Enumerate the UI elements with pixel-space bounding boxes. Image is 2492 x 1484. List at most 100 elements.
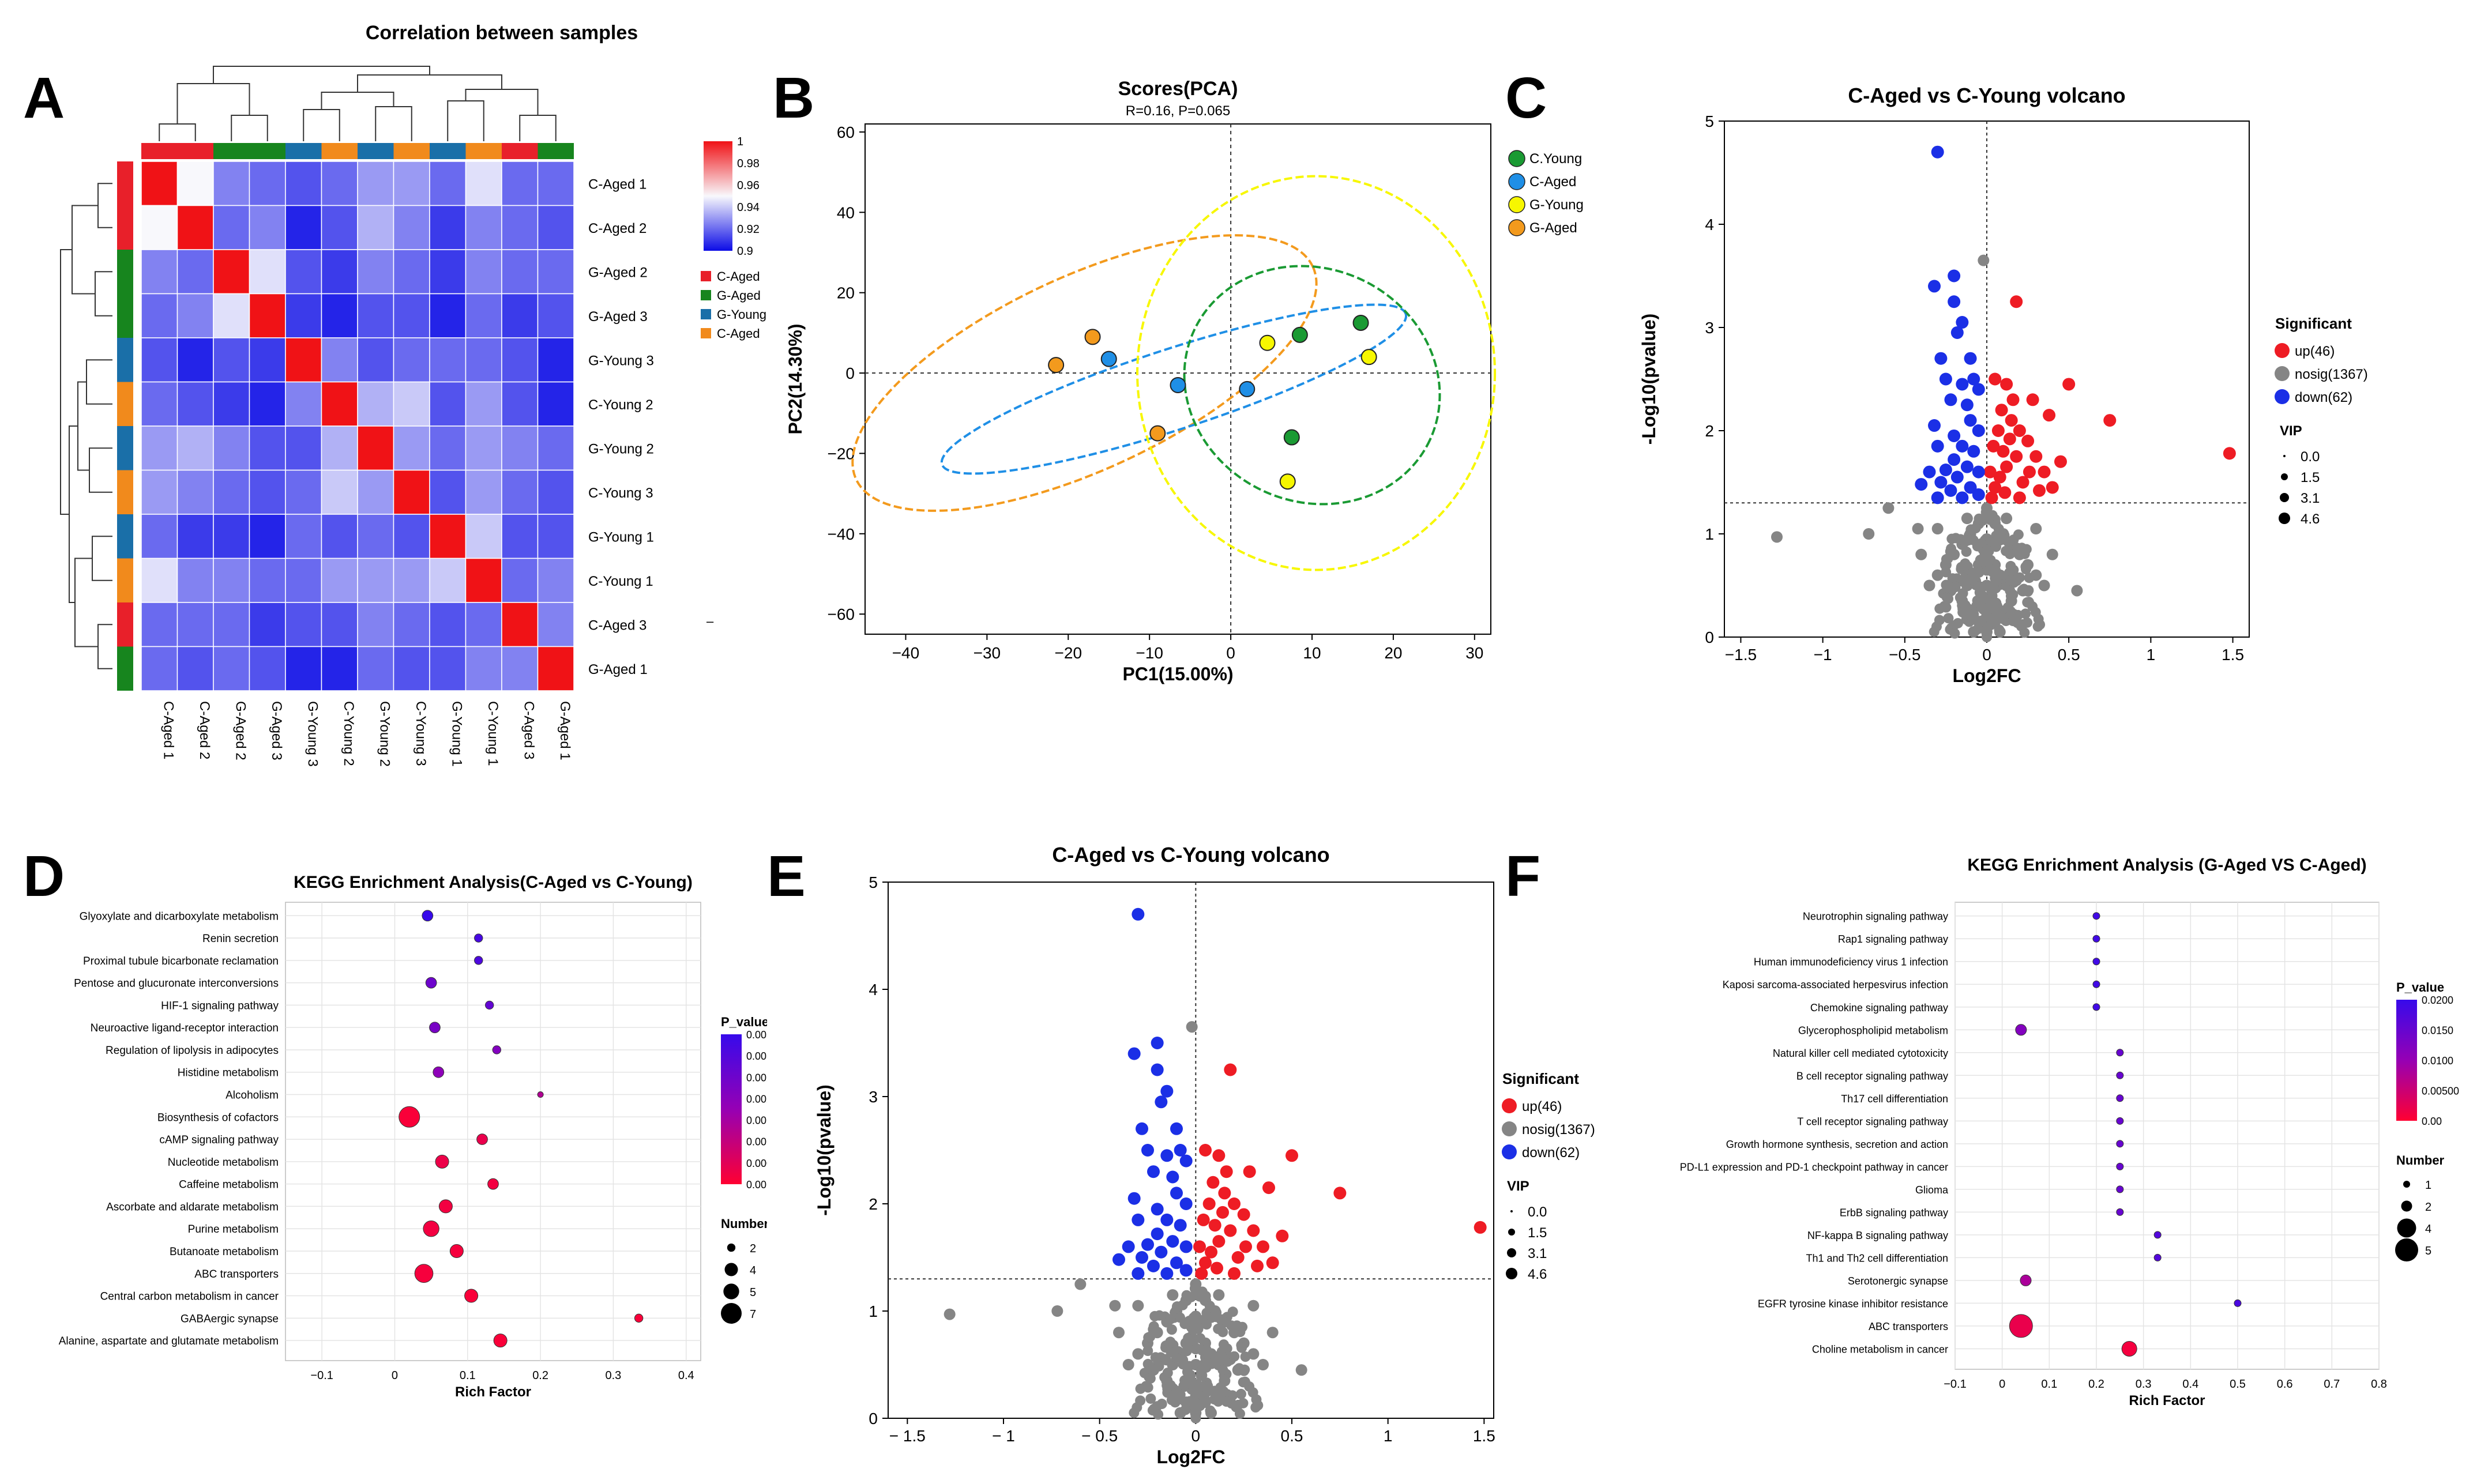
nosig-point — [1941, 567, 1952, 578]
nosig-point — [1963, 609, 1974, 620]
heatmap-cell — [285, 205, 322, 250]
heatmap-cell — [213, 381, 250, 427]
vip-label: 4.6 — [2301, 511, 2320, 527]
up-point — [1216, 1206, 1229, 1219]
heatmap-cell — [501, 205, 539, 250]
number-legend-label: 1 — [2425, 1179, 2431, 1192]
nosig-point — [2012, 543, 2023, 553]
nosig-point — [1226, 1320, 1237, 1331]
y-axis-label: -Log10(pvalue) — [1638, 314, 1659, 445]
enrichment-dot — [476, 1133, 488, 1145]
heatmap-cell — [357, 558, 394, 603]
enrichment-dot — [425, 977, 437, 989]
down-point — [1166, 1170, 1179, 1184]
nosig-point — [1974, 581, 1984, 592]
category-label: Proximal tubule bicarbonate reclamation — [83, 955, 279, 967]
enrichment-dot — [493, 1334, 508, 1348]
heatmap-cell — [357, 381, 394, 427]
category-label: Th1 and Th2 cell differentiation — [1806, 1252, 1949, 1264]
heatmap-cell — [501, 249, 539, 295]
row-label: G-Aged 2 — [588, 265, 648, 280]
heatmap-cell — [249, 161, 286, 206]
category-label: Human immunodeficiency virus 1 infection — [1754, 956, 1948, 968]
p-colorbar — [721, 1034, 742, 1184]
nosig-point — [1979, 547, 1990, 558]
x-tick-label: 1 — [1384, 1427, 1393, 1445]
heatmap-cell — [285, 293, 322, 338]
category-label: B cell receptor signaling pathway — [1796, 1070, 1948, 1082]
nosig-point — [1215, 1382, 1226, 1393]
heatmap-cell — [321, 293, 358, 338]
heatmap-cell — [249, 205, 286, 250]
nosig-point — [1198, 1359, 1209, 1370]
x-tick-label: 0 — [392, 1369, 398, 1382]
nosig-point — [1974, 513, 1984, 524]
heatmap-cell — [357, 249, 394, 295]
down-point — [1972, 488, 1985, 501]
nosig-point — [1204, 1300, 1215, 1311]
nosig-point — [2001, 545, 2012, 556]
confidence-ellipse — [1183, 265, 1441, 506]
down-point — [1939, 464, 1952, 477]
column-group-bar — [465, 143, 502, 159]
nosig-point — [1221, 1396, 1232, 1407]
nosig-point — [2005, 575, 2016, 586]
nosig-point — [1946, 533, 1957, 544]
up-point — [1193, 1240, 1206, 1253]
nosig-point — [1197, 1345, 1208, 1356]
column-label: C-Aged 1 — [160, 701, 176, 759]
p-tick-label: 0.0150 — [2422, 1025, 2453, 1037]
heatmap-cell — [429, 205, 467, 250]
up-point — [1989, 372, 2002, 386]
heatmap-cell — [141, 293, 178, 338]
row-group-bar — [117, 382, 133, 426]
nosig-point — [1213, 1323, 1224, 1334]
enrichment-dot — [537, 1091, 544, 1098]
nosig-point — [1970, 523, 1981, 534]
dendrogram-branch — [72, 205, 98, 295]
nosig-point — [1257, 1359, 1269, 1370]
confidence-ellipse — [940, 303, 1408, 475]
row-label: C-Young 2 — [588, 397, 653, 413]
up-point — [2006, 393, 2020, 406]
category-label: Alcoholism — [225, 1090, 279, 1102]
up-point — [1997, 445, 2010, 458]
dendrogram-branch — [92, 536, 112, 581]
nosig-point — [1978, 254, 1990, 266]
nosig-point — [1961, 513, 1973, 525]
category-label: Neurotrophin signaling pathway — [1803, 911, 1948, 922]
vip-title: VIP — [2280, 423, 2302, 439]
column-label: G-Aged 1 — [557, 701, 573, 760]
nosig-point — [1987, 510, 1998, 521]
enrichment-dot — [492, 1045, 501, 1054]
kegg-frame — [1954, 902, 2380, 1370]
nosig-point — [1982, 626, 1992, 636]
x-tick-label: −20 — [1055, 644, 1083, 662]
nosig-point — [1987, 567, 1998, 578]
heatmap-cell — [141, 381, 178, 427]
heatmap-cell — [393, 602, 430, 647]
x-tick-label: − 1 — [992, 1427, 1015, 1445]
nosig-point — [1942, 553, 1953, 564]
nosig-point — [2030, 523, 2042, 535]
up-point — [1262, 1181, 1275, 1195]
up-point — [1266, 1256, 1279, 1270]
nosig-point — [1211, 1312, 1221, 1323]
up-point — [2010, 295, 2023, 308]
p-tick-label: 0.00100 — [746, 1136, 767, 1148]
heatmap-cell — [537, 425, 574, 471]
down-point — [1948, 429, 1961, 442]
enrichment-dot — [2234, 1299, 2242, 1307]
nosig-point — [1183, 1316, 1194, 1327]
heatmap-cell — [537, 381, 574, 427]
nosig-point — [1156, 1399, 1167, 1410]
x-tick-label: 0.1 — [460, 1369, 476, 1382]
p-tick-label: 0.00 — [2422, 1116, 2442, 1127]
nosig-point — [1931, 569, 1944, 581]
legend-label: nosig(1367) — [2295, 367, 2368, 382]
heatmap-cell — [465, 558, 502, 603]
down-point — [1132, 907, 1145, 921]
pca-point — [1279, 473, 1296, 490]
nosig-point — [1219, 1354, 1230, 1365]
nosig-point — [1181, 1346, 1192, 1357]
